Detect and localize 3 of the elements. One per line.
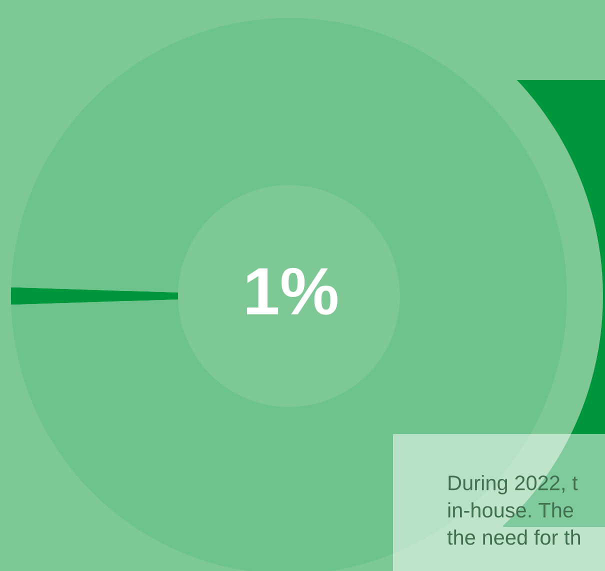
text: 1% <box>247 268 338 315</box>
text: During 2022, t in-house. The the need for th <box>447 475 580 545</box>
donut-slice <box>11 287 178 305</box>
